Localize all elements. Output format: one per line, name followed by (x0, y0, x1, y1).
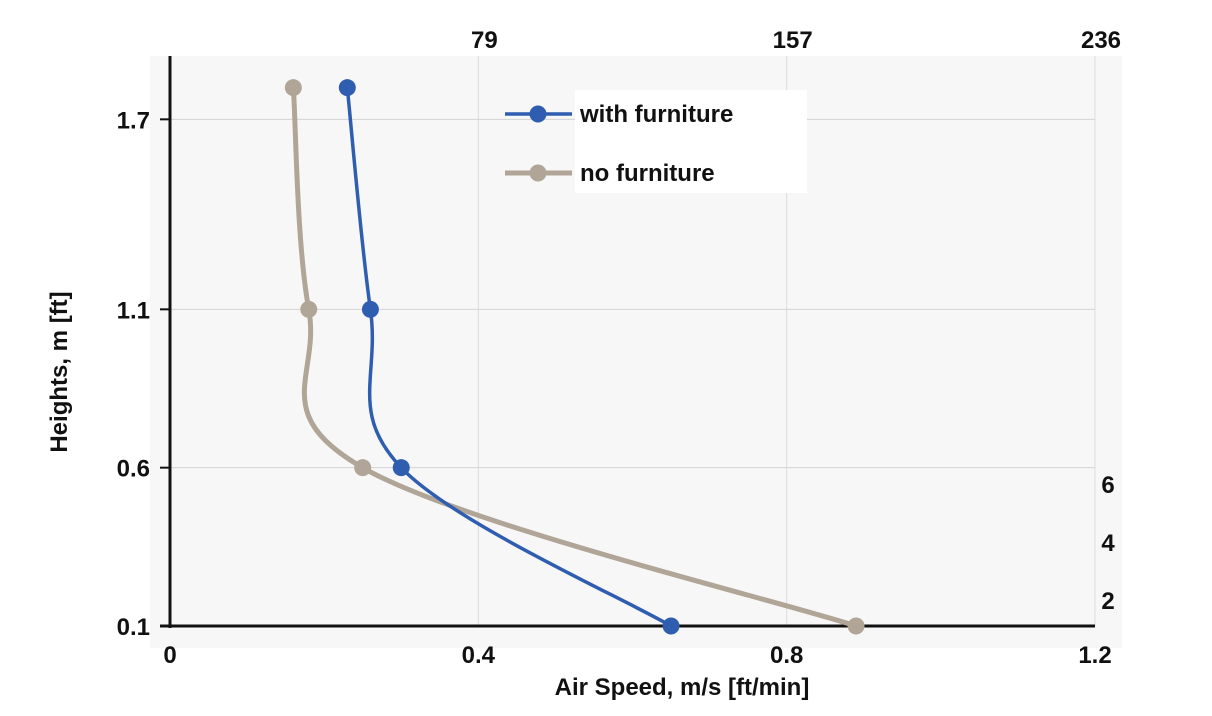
x-tick-label-0: 0 (163, 642, 176, 669)
data-point-no-furniture-1 (354, 459, 372, 477)
data-point-no-furniture-2 (300, 300, 318, 318)
white-gutter-left (0, 102, 150, 638)
legend-box (575, 90, 807, 193)
legend: with furniture no furniture (505, 90, 807, 193)
top-axis-label-2: 236 (1081, 27, 1121, 54)
y-tick-label-2: 1.1 (117, 297, 150, 324)
y-tick-label-1: 0.6 (117, 456, 150, 483)
y-tick-label-0: 0.1 (117, 614, 150, 641)
data-point-with-furniture-3 (338, 79, 356, 97)
top-axis-label-0: 79 (471, 27, 498, 54)
series-layer (284, 79, 865, 635)
tick-labels: 0 0.4 0.8 1.2 0.1 0.6 1.1 1.7 79 157 236 2 4 6 (117, 27, 1121, 669)
legend-marker-with-furniture (529, 105, 547, 123)
white-gutter-bottom (150, 648, 1212, 716)
top-axis-label-1: 157 (773, 27, 813, 54)
x-tick-label-1: 0.4 (462, 642, 496, 669)
data-point-with-furniture-1 (392, 459, 410, 477)
legend-label-no-furniture: no furniture (580, 160, 715, 187)
white-gutter-right (1122, 0, 1212, 716)
series-line-with-furniture (345, 85, 673, 628)
series-line-no-furniture (290, 85, 859, 629)
data-point-with-furniture-0 (662, 617, 680, 635)
x-tick-label-3: 1.2 (1078, 642, 1111, 669)
y-tick-label-3: 1.7 (117, 107, 150, 134)
x-axis-label: Air Speed, m/s [ft/min] (555, 674, 810, 701)
white-gutter-left-top (0, 0, 150, 102)
right-axis-label-1: 4 (1101, 530, 1115, 557)
data-point-no-furniture-3 (284, 79, 302, 97)
y-axis-label: Heights, m [ft] (46, 291, 73, 452)
data-point-with-furniture-2 (361, 300, 379, 318)
data-point-no-furniture-0 (847, 617, 865, 635)
x-tick-label-2: 0.8 (770, 642, 803, 669)
axes (160, 56, 1095, 628)
right-axis-label-2: 6 (1101, 472, 1114, 499)
right-axis-label-0: 2 (1101, 588, 1114, 615)
legend-label-with-furniture: with furniture (579, 101, 733, 128)
legend-marker-no-furniture (529, 164, 547, 182)
